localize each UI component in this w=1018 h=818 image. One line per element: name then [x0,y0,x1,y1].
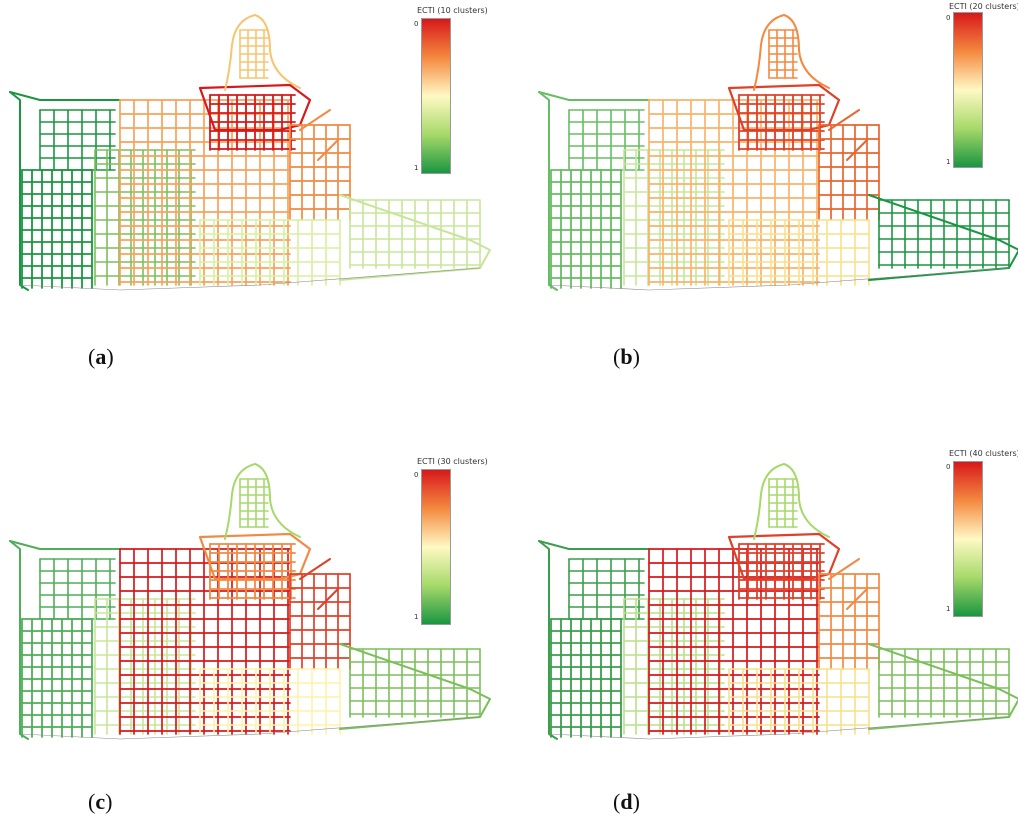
street-network-map [9,14,491,291]
colorbar-title: ECTI (30 clusters) [417,457,488,466]
panel-b: ECTI (20 clusters) 0 1 (b) [509,0,1018,409]
panel-d: ECTI (40 clusters) 0 1 (d) [509,409,1018,818]
label-open: ( [613,344,621,369]
label-close: ) [105,789,113,814]
colorbar-tick-top: 0 [414,20,419,28]
label-letter: d [620,789,633,814]
panel-label: (d) [613,789,640,815]
colorbar-tick-top: 0 [946,14,951,22]
colorbar-tick-bottom: 1 [414,164,419,172]
colorbar [421,18,451,174]
label-open: ( [613,789,621,814]
colorbar [421,469,451,625]
label-open: ( [88,789,96,814]
colorbar-title: ECTI (10 clusters) [417,6,488,15]
label-close: ) [632,344,640,369]
colorbar-tick-bottom: 1 [946,605,951,613]
colorbar-tick-bottom: 1 [946,158,951,166]
panel-label: (b) [613,344,640,370]
label-letter: b [620,344,633,369]
label-close: ) [632,789,640,814]
label-close: ) [106,344,114,369]
colorbar-tick-top: 0 [946,463,951,471]
street-network-map [9,463,491,740]
label-letter: c [95,789,106,814]
colorbar-title: ECTI (20 clusters) [949,2,1018,11]
panel-a: ECTI (10 clusters) 0 1 (a) [0,0,509,409]
colorbar [953,461,983,617]
street-network-map [538,14,1018,291]
colorbar [953,12,983,168]
colorbar-tick-top: 0 [414,471,419,479]
panel-c: ECTI (30 clusters) 0 1 (c) [0,409,509,818]
street-network-map [538,463,1018,740]
label-open: ( [88,344,96,369]
label-letter: a [95,344,107,369]
panel-label: (a) [88,344,114,370]
colorbar-tick-bottom: 1 [414,613,419,621]
panel-label: (c) [88,789,112,815]
colorbar-title: ECTI (40 clusters) [949,449,1018,458]
